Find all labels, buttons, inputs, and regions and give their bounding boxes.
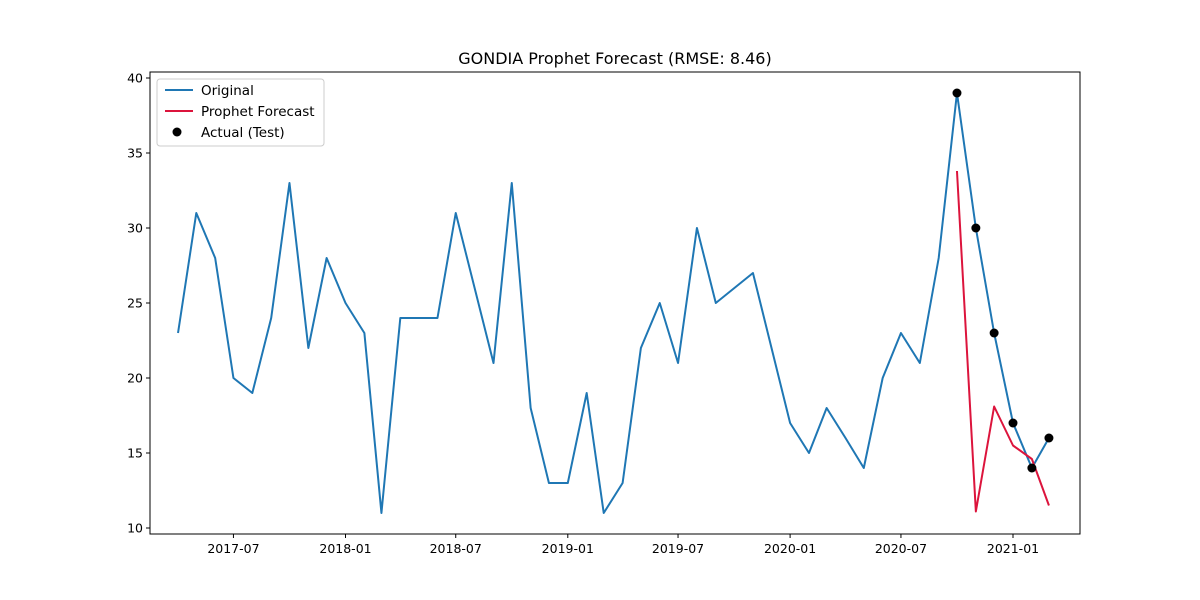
x-tick-label: 2019-07 [652,541,704,556]
y-tick-label: 15 [127,446,143,461]
actual-test-point [989,328,999,338]
x-tick-label: 2017-07 [207,541,259,556]
x-tick-label: 2021-01 [987,541,1039,556]
legend-label-actual-test: Actual (Test) [201,125,285,141]
actual-test-point [1027,463,1037,473]
x-axis: 2017-07 2018-01 2018-07 2019-01 2019-07 2020-… [207,534,1039,556]
y-tick-label: 20 [127,371,143,386]
legend-label-original: Original [201,83,254,99]
x-tick-label: 2018-07 [430,541,482,556]
x-tick-label: 2020-01 [764,541,816,556]
x-tick-label: 2020-07 [875,541,927,556]
y-tick-label: 25 [127,296,143,311]
y-axis: 10 15 20 25 30 35 40 [127,71,150,536]
plot-frame [149,71,1081,535]
actual-test-point [971,223,981,233]
y-tick-label: 10 [127,521,143,536]
legend: Original Prophet Forecast Actual (Test) [156,78,325,147]
x-tick-label: 2018-01 [319,541,371,556]
actual-test-point [1044,433,1054,443]
x-tick-label: 2019-01 [542,541,594,556]
actual-test-point [1008,418,1018,428]
y-tick-label: 35 [127,146,143,161]
y-tick-label: 40 [127,71,143,86]
original-line [177,92,1050,514]
legend-swatch-actual-test [172,127,182,137]
chart-title: GONDIA Prophet Forecast (RMSE: 8.46) [458,49,771,68]
legend-label-prophet-forecast: Prophet Forecast [201,104,315,120]
actual-test-point [952,88,962,98]
legend-box [156,78,325,147]
y-tick-label: 30 [127,221,143,236]
